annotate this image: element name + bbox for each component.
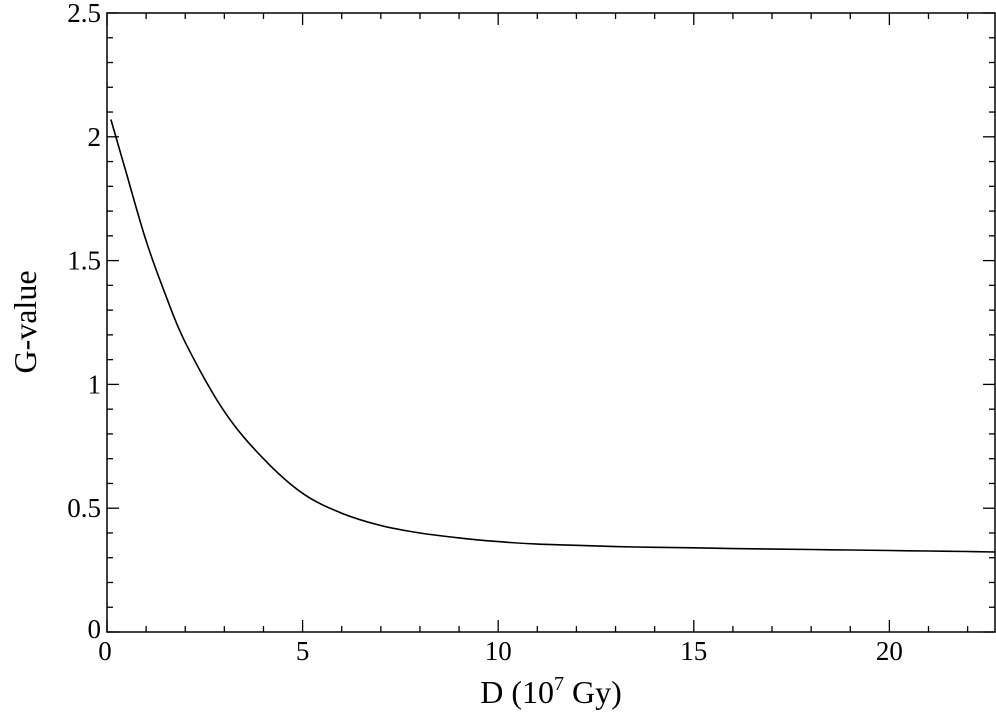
y-tick-label: 0.5 bbox=[67, 493, 101, 523]
x-tick-label: 10 bbox=[485, 636, 512, 666]
x-tick-label: 0 bbox=[98, 636, 112, 666]
y-tick-label: 2 bbox=[88, 122, 102, 152]
axis-ticks bbox=[106, 12, 995, 633]
x-tick-label: 15 bbox=[680, 636, 707, 666]
y-tick-label: 1 bbox=[88, 369, 102, 399]
series-line bbox=[110, 119, 996, 553]
x-axis-label: D (107 Gy) bbox=[480, 673, 622, 710]
y-axis-label: G-value bbox=[7, 270, 43, 373]
y-tick-label: 1.5 bbox=[67, 246, 101, 276]
plot-frame bbox=[106, 12, 996, 633]
y-tick-label: 2.5 bbox=[67, 0, 101, 28]
x-tick-label: 5 bbox=[296, 636, 310, 666]
x-tick-label: 20 bbox=[876, 636, 903, 666]
y-tick-label: 0 bbox=[88, 614, 102, 644]
axis-tick-labels: 0 5 10 15 20 0 0.5 1 1.5 2 2.5 bbox=[67, 0, 903, 666]
